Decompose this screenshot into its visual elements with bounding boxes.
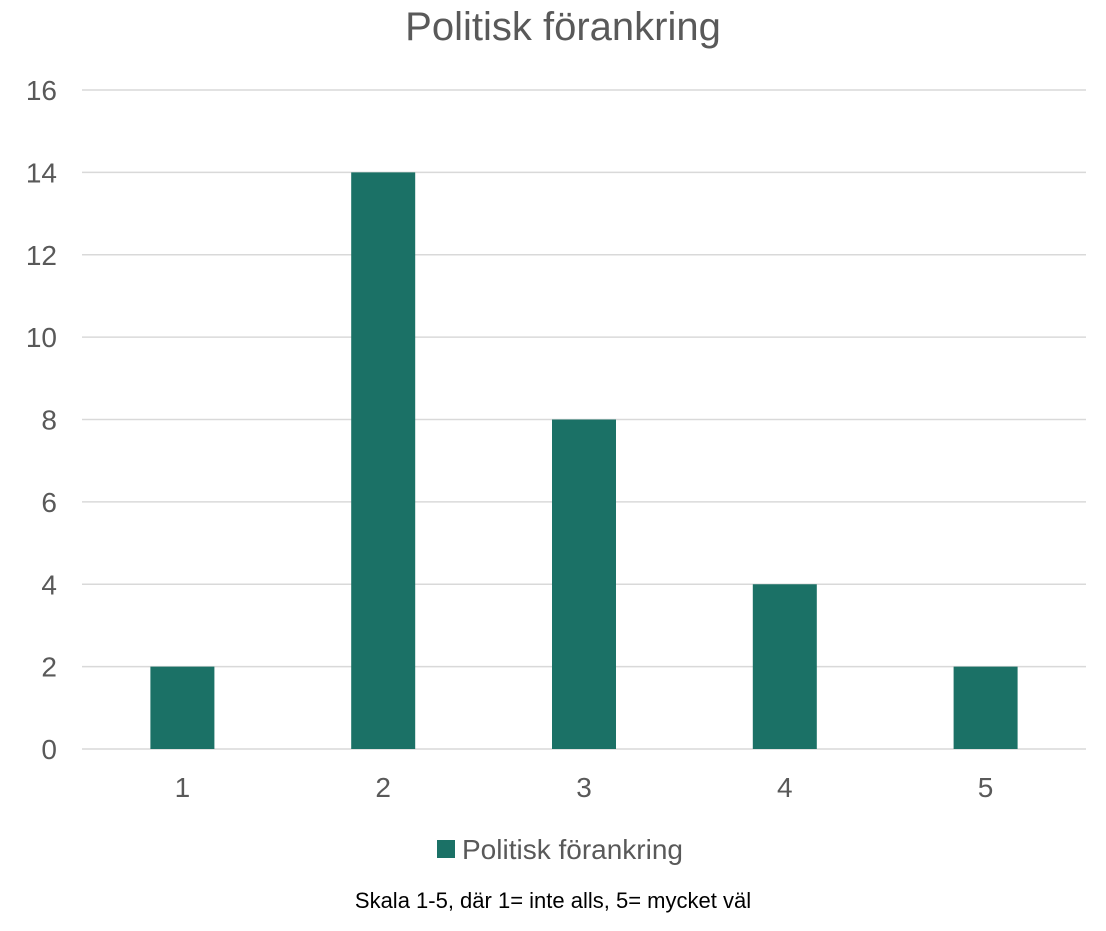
bar-1 xyxy=(150,666,215,749)
x-tick-label: 5 xyxy=(978,772,994,803)
x-tick-label: 1 xyxy=(175,772,191,803)
y-tick-label: 0 xyxy=(41,734,57,765)
legend-label: Politisk förankring xyxy=(462,834,683,865)
y-tick-label: 8 xyxy=(41,405,57,436)
y-tick-label: 12 xyxy=(26,240,57,271)
bar-4 xyxy=(752,584,817,749)
y-axis-tick-labels: 0 2 4 6 8 10 12 14 16 xyxy=(26,75,57,765)
x-axis-tick-labels: 1 2 3 4 5 xyxy=(175,772,994,803)
bar-3 xyxy=(552,419,616,749)
bar-5 xyxy=(953,666,1018,749)
bar-2 xyxy=(351,172,416,749)
chart-caption: Skala 1-5, där 1= inte alls, 5= mycket v… xyxy=(354,888,752,913)
bars xyxy=(150,172,1018,749)
y-tick-label: 14 xyxy=(26,157,57,188)
legend-swatch xyxy=(437,840,455,858)
x-tick-label: 2 xyxy=(375,772,391,803)
y-tick-label: 6 xyxy=(41,487,57,518)
y-tick-label: 2 xyxy=(41,652,57,683)
chart-title: Politisk förankring xyxy=(405,5,721,49)
x-tick-label: 4 xyxy=(777,772,793,803)
y-tick-label: 4 xyxy=(41,569,57,600)
y-tick-label: 16 xyxy=(26,75,57,106)
x-tick-label: 3 xyxy=(576,772,592,803)
legend: Politisk förankring xyxy=(437,834,683,865)
y-tick-label: 10 xyxy=(26,322,57,353)
